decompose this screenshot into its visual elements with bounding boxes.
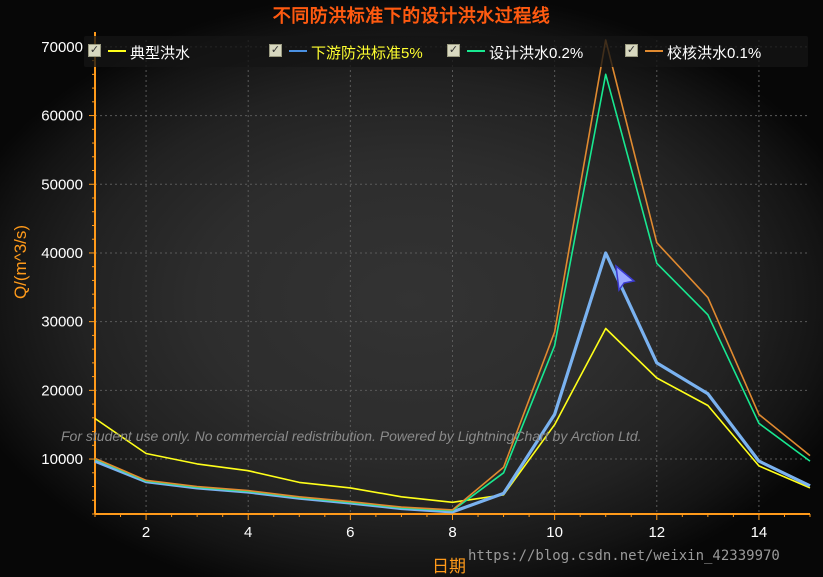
x-tick-label: 8 [448,524,456,541]
x-tick-label: 10 [546,524,563,541]
legend-label: 下游防洪标准5% [311,45,423,62]
checkbox-icon[interactable]: ✓ [88,44,101,57]
series-line-0 [94,327,811,504]
y-tick-label: 30000 [41,314,83,331]
tick-labels: 2 4 6 8 10 12 14 10000 20000 30000 40000 50000 60000… [41,39,767,541]
x-tick-label: 4 [244,524,252,541]
y-tick-label: 50000 [41,176,83,193]
axes [89,32,811,520]
mouse-cursor-icon [615,264,636,292]
x-axis-title: 日期 [432,557,466,576]
y-tick-label: 10000 [41,451,83,468]
x-tick-label: 2 [142,524,150,541]
series-lines [94,39,811,514]
checkbox-icon[interactable]: ✓ [625,44,638,57]
legend-label: 典型洪水 [130,45,191,62]
legend-swatch [289,50,307,52]
y-tick-label: 60000 [41,108,83,125]
x-tick-label: 14 [751,524,768,541]
watermark-text: For student use only. No commercial redi… [61,428,642,444]
x-tick-label: 6 [346,524,354,541]
legend-swatch [645,50,663,52]
x-tick-label: 12 [648,524,665,541]
chart-title: 不同防洪标准下的设计洪水过程线 [272,6,551,26]
y-tick-label: 40000 [41,245,83,262]
legend-swatch [108,50,126,52]
legend-label: 设计洪水0.2% [489,45,584,62]
y-tick-label: 70000 [41,39,83,56]
legend-label: 校核洪水0.1% [667,45,762,62]
url-watermark: https://blog.csdn.net/weixin_42339970 [468,548,780,564]
checkbox-icon[interactable]: ✓ [269,44,282,57]
legend: ✓ 典型洪水 ✓ 下游防洪标准5% ✓ 设计洪水0.2% ✓ 校核洪水0.1% [84,36,808,67]
y-tick-label: 20000 [41,382,83,399]
series-line-3 [94,39,811,511]
legend-swatch [467,50,485,52]
y-axis-title: Q/(m^3/s) [11,224,30,300]
checkbox-icon[interactable]: ✓ [447,44,460,57]
